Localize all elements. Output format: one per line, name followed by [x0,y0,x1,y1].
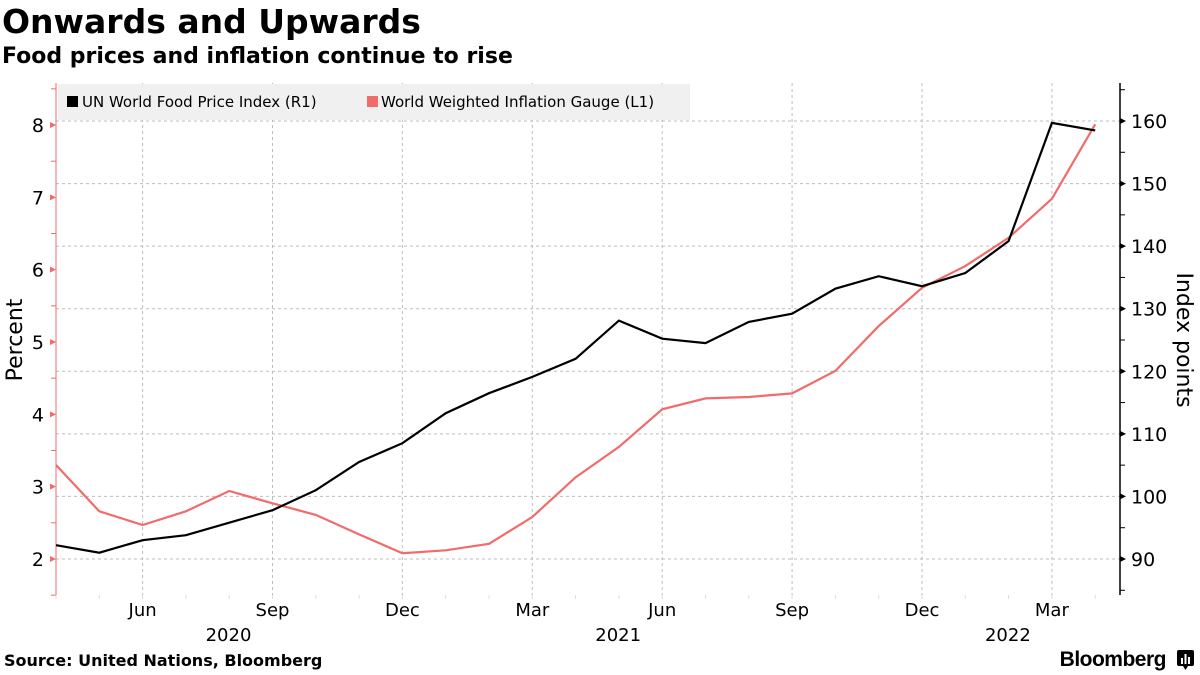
series-line-food-price-index [55,121,1096,554]
right-axis-tick-label: 130 [1131,299,1167,321]
legend-swatch-food-index [67,96,78,107]
right-axis-tick-label: 160 [1131,111,1167,133]
left-axis-tick [50,122,56,128]
gridlines [56,83,1120,595]
x-axis-year-label: 2020 [206,625,252,646]
right-axis-tick-label: 90 [1131,549,1155,571]
x-axis-tick-label: Jun [128,600,157,621]
x-axis-year-label: 2021 [595,625,641,646]
series-line-inflation-gauge [55,123,1097,555]
right-axis-tick [1120,305,1126,312]
legend-swatch-inflation [367,96,378,107]
right-axis-tick [1120,118,1126,124]
right-axis-tick [1120,556,1126,562]
legend-label-inflation: World Weighted Inflation Gauge (L1) [381,93,654,111]
x-axis-tick-label: Sep [256,600,290,621]
right-axis-tick [1120,430,1126,437]
left-axis-tick-label: 5 [32,332,44,354]
legend: UN World Food Price Index (R1) World Wei… [58,84,690,120]
x-axis-year-label: 2022 [985,625,1031,646]
chart-title: Onwards and Upwards [2,2,421,41]
left-axis-tick [50,483,56,490]
x-axis-tick-label: Mar [515,600,550,621]
left-axis-tick-label: 8 [32,115,44,137]
left-axis-tick [50,411,56,418]
right-axis-tick-label: 110 [1131,424,1167,446]
bloomberg-terminal-icon [1177,650,1194,670]
left-axis-tick [50,339,56,345]
right-axis-tick [1120,243,1126,250]
x-axis-tick-label: Sep [775,600,809,621]
right-axis: 90 100 110 120 130 140 150 160 [1119,83,1167,595]
x-axis-tick-label: Dec [905,600,940,621]
left-axis-tick [50,556,56,562]
right-axis-title: Index points [1171,272,1196,407]
left-axis-title: Percent [3,298,28,381]
right-axis-tick [1120,180,1126,187]
left-axis-tick [50,194,56,201]
bloomberg-logo: Bloomberg [1059,648,1167,671]
left-axis-tick-label: 6 [32,260,44,282]
right-axis-tick [1120,493,1126,500]
x-axis: Jun Sep Dec Mar Jun Sep Dec Mar 2020 2021 2022 [55,595,1096,646]
x-axis-tick-label: Mar [1035,600,1070,621]
left-axis-tick-label: 2 [32,549,44,571]
x-axis-tick-label: Dec [385,600,420,621]
right-axis-tick-label: 140 [1131,236,1167,258]
right-axis-tick-label: 100 [1131,486,1167,508]
legend-label-food-index: UN World Food Price Index (R1) [82,93,317,111]
left-axis-tick-label: 7 [32,187,44,209]
chart-subtitle: Food prices and inflation continue to ri… [2,44,513,69]
x-axis-tick-label: Jun [647,600,676,621]
left-axis-tick-label: 3 [32,477,44,499]
left-axis-tick [50,266,56,273]
right-axis-tick-label: 120 [1131,361,1167,383]
left-axis: 2 3 4 5 6 7 8 [32,83,57,596]
left-axis-tick-label: 4 [32,404,44,426]
series-lines [55,121,1097,555]
right-axis-tick [1120,368,1126,375]
right-axis-tick-label: 150 [1131,174,1167,196]
source-note: Source: United Nations, Bloomberg [4,651,323,670]
